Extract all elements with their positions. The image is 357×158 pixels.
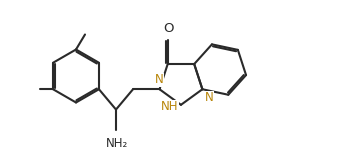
Text: NH₂: NH₂ [106, 137, 128, 150]
Text: O: O [164, 22, 174, 35]
Text: N: N [155, 73, 164, 86]
Text: N: N [205, 91, 213, 104]
Text: NH: NH [160, 100, 178, 113]
